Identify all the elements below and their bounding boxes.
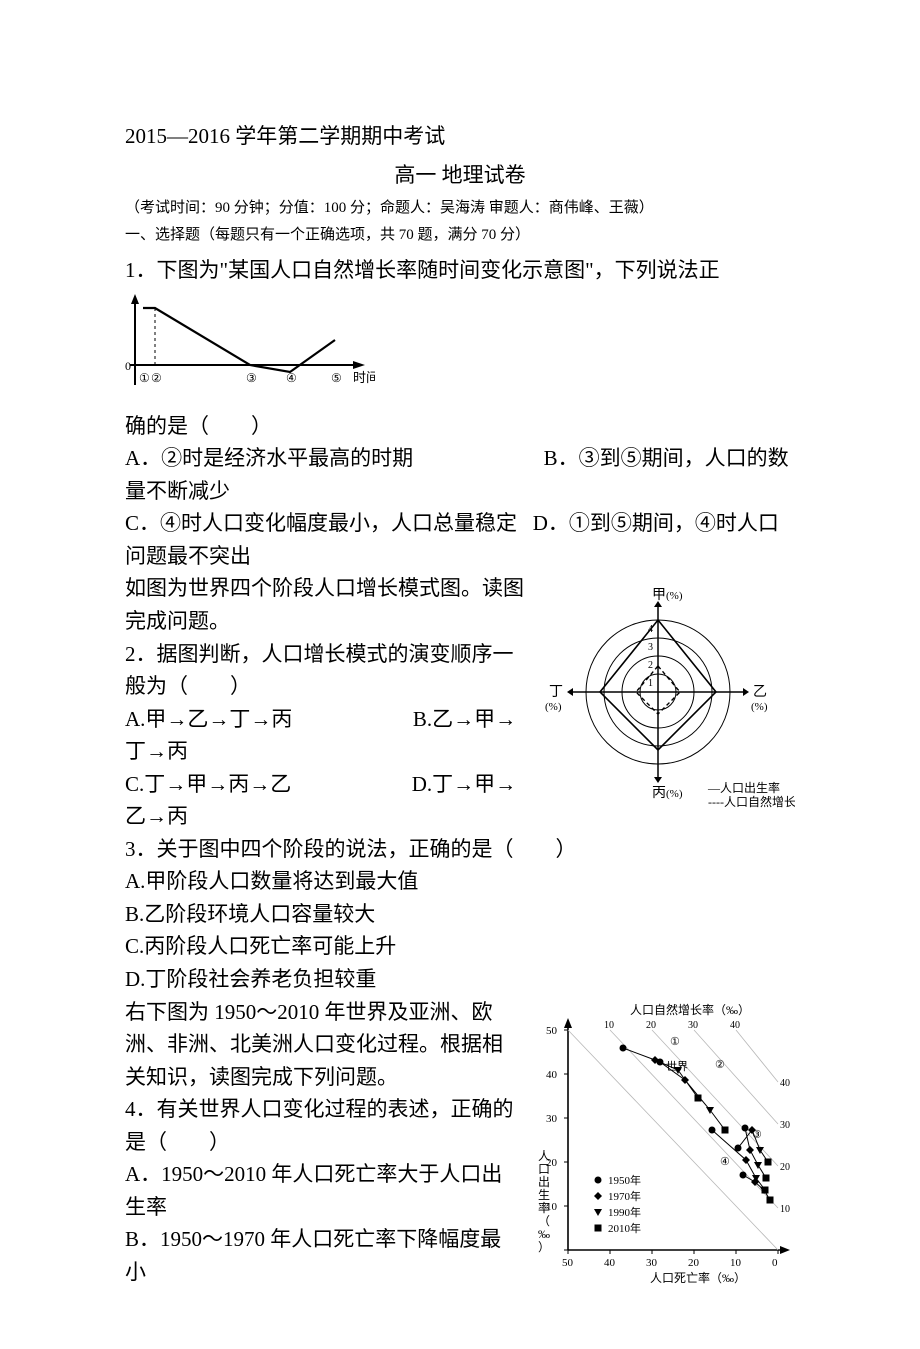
svg-text:0: 0 xyxy=(772,1257,778,1269)
svg-text:1990年: 1990年 xyxy=(608,1205,641,1219)
svg-text:0: 0 xyxy=(125,359,131,373)
polar-chart: 1234甲(%)乙(%)丙(%)丁(%)—人口出生率----人口自然增长率 xyxy=(530,574,795,829)
scatter-chart: 人口自然增长率（‰）504030201001020304050101020203… xyxy=(520,1000,795,1310)
svg-text:10: 10 xyxy=(780,1204,790,1215)
polar-svg: 1234甲(%)乙(%)丙(%)丁(%)—人口出生率----人口自然增长率 xyxy=(530,574,795,819)
section-1-heading: 一、选择题（每题只有一个正确选项，共 70 题，满分 70 分） xyxy=(125,224,795,247)
exam-meta: （考试时间：90 分钟；分值：100 分；命题人：吴海涛 审题人：商伟峰、王薇） xyxy=(125,197,795,220)
q3-opt-c: C.丙阶段人口死亡率可能上升 xyxy=(125,930,795,963)
svg-text:40: 40 xyxy=(546,1069,558,1081)
svg-text:1970年: 1970年 xyxy=(608,1189,641,1203)
q1-options-row1: A．②时是经济水平最高的时期 B．③到⑤期间，人口的数量不断减少 xyxy=(125,442,795,507)
svg-text:50: 50 xyxy=(562,1257,574,1269)
svg-text:1: 1 xyxy=(648,678,653,689)
q3-opt-b: B.乙阶段环境人口容量较大 xyxy=(125,898,795,931)
svg-text:30: 30 xyxy=(780,1120,790,1131)
q1-lead: 1．下图为"某国人口自然增长率随时间变化示意图"，下列说法正 xyxy=(125,254,795,287)
svg-text:世界: 世界 xyxy=(666,1060,688,1073)
q3-opt-a: A.甲阶段人口数量将达到最大值 xyxy=(125,865,795,898)
svg-text:1950年: 1950年 xyxy=(608,1173,641,1187)
svg-text:(%): (%) xyxy=(545,701,562,713)
svg-text:人口出生率（‰）: 人口出生率（‰） xyxy=(538,1149,550,1254)
svg-text:①: ① xyxy=(670,1036,680,1048)
exam-subtitle: 高一 地理试卷 xyxy=(125,159,795,192)
svg-text:20: 20 xyxy=(780,1162,790,1173)
svg-text:④: ④ xyxy=(720,1156,730,1168)
svg-text:人口自然增长率（‰）: 人口自然增长率（‰） xyxy=(630,1002,750,1017)
svg-text:时间: 时间 xyxy=(353,370,375,385)
svg-text:②: ② xyxy=(151,371,162,385)
svg-text:丁: 丁 xyxy=(549,685,563,700)
svg-text:10: 10 xyxy=(730,1257,742,1269)
q2-opt-c: C.丁→甲→丙→乙 xyxy=(125,772,291,796)
svg-text:⑤: ⑤ xyxy=(331,371,342,385)
svg-text:50: 50 xyxy=(546,1025,558,1037)
svg-text:(%): (%) xyxy=(666,590,683,602)
svg-text:(%): (%) xyxy=(751,701,768,713)
q1-opt-a: A．②时是经济水平最高的时期 xyxy=(125,446,413,470)
svg-text:40: 40 xyxy=(730,1020,740,1031)
svg-text:20: 20 xyxy=(646,1020,656,1031)
svg-text:20: 20 xyxy=(688,1257,700,1269)
svg-text:30: 30 xyxy=(546,1113,558,1125)
svg-text:40: 40 xyxy=(780,1078,790,1089)
q1-options-row2: C．④时人口变化幅度最小，人口总量稳定 D．①到⑤期间，④时人口问题最不突出 xyxy=(125,507,795,572)
q1-cont: 确的是（ ） xyxy=(125,410,795,443)
chart-growth-rate: 0 时间 ①② ③ ④ ⑤ xyxy=(125,290,795,410)
svg-text:30: 30 xyxy=(646,1257,658,1269)
svg-text:2010年: 2010年 xyxy=(608,1221,641,1235)
svg-text:乙: 乙 xyxy=(753,684,767,700)
svg-text:丙: 丙 xyxy=(652,786,666,801)
svg-text:①: ① xyxy=(139,371,150,385)
exam-title: 2015—2016 学年第二学期期中考试 xyxy=(125,120,795,153)
svg-text:10: 10 xyxy=(604,1020,614,1031)
svg-text:②: ② xyxy=(715,1059,725,1071)
svg-text:3: 3 xyxy=(648,642,653,653)
svg-text:③: ③ xyxy=(246,371,257,385)
q3-opt-d: D.丁阶段社会养老负担较重 xyxy=(125,963,795,996)
svg-text:—人口出生率: —人口出生率 xyxy=(707,780,780,795)
q2-opt-a: A.甲→乙→丁→丙 xyxy=(125,707,292,731)
svg-text:40: 40 xyxy=(604,1257,616,1269)
growth-rate-svg: 0 时间 ①② ③ ④ ⑤ xyxy=(125,290,375,400)
svg-text:30: 30 xyxy=(688,1020,698,1031)
svg-text:----人口自然增长率: ----人口自然增长率 xyxy=(708,794,795,809)
q3: 3．关于图中四个阶段的说法，正确的是（ ） xyxy=(125,833,795,866)
svg-text:2: 2 xyxy=(648,660,653,671)
svg-text:人口死亡率（‰）: 人口死亡率（‰） xyxy=(650,1270,746,1285)
svg-text:③: ③ xyxy=(752,1129,762,1141)
scatter-svg: 人口自然增长率（‰）504030201001020304050101020203… xyxy=(520,1000,795,1300)
svg-text:(%): (%) xyxy=(666,788,683,800)
svg-text:④: ④ xyxy=(286,371,297,385)
q1-opt-c: C．④时人口变化幅度最小，人口总量稳定 xyxy=(125,511,517,535)
svg-text:甲: 甲 xyxy=(652,588,666,603)
